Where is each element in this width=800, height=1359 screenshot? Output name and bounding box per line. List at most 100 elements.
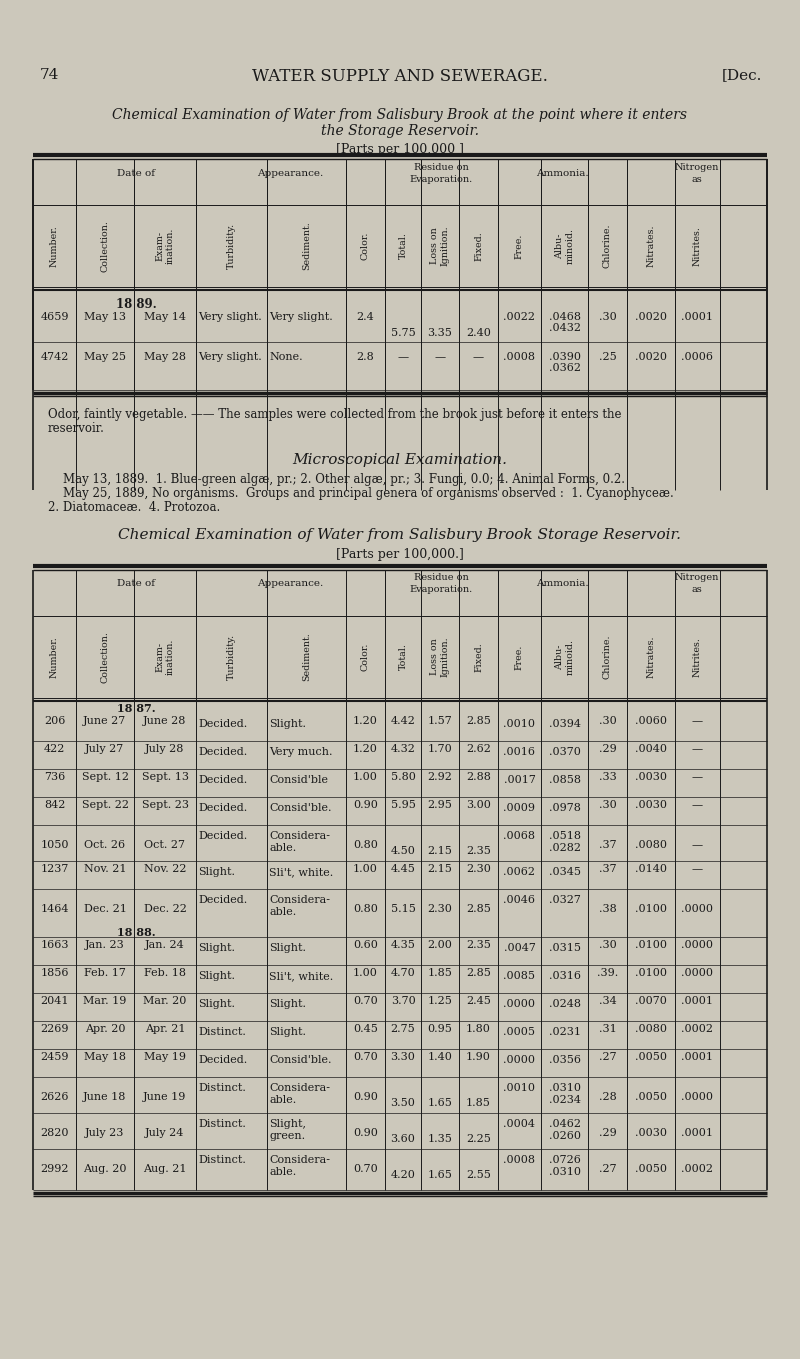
Text: .0004: .0004: [503, 1118, 535, 1129]
Text: Dec. 22: Dec. 22: [143, 904, 186, 915]
Text: as: as: [692, 174, 702, 183]
Text: Collection.: Collection.: [101, 631, 110, 684]
Text: Aug. 20: Aug. 20: [83, 1165, 126, 1174]
Text: Fixed.: Fixed.: [474, 641, 483, 671]
Text: 2.75: 2.75: [390, 1023, 415, 1034]
Text: .25: .25: [598, 352, 616, 361]
Text: 4742: 4742: [40, 352, 69, 361]
Text: Color.: Color.: [361, 232, 370, 260]
Text: .30: .30: [598, 313, 616, 322]
Text: .0345: .0345: [549, 867, 581, 877]
Text: 4.42: 4.42: [390, 716, 415, 726]
Text: .0315: .0315: [549, 943, 581, 953]
Text: .34: .34: [598, 996, 616, 1006]
Text: Decided.: Decided.: [198, 719, 247, 728]
Text: 4.20: 4.20: [390, 1170, 415, 1180]
Text: Aug. 21: Aug. 21: [143, 1165, 186, 1174]
Text: Color.: Color.: [361, 643, 370, 671]
Text: 2. Diatomaceæ.  4. Protozoa.: 2. Diatomaceæ. 4. Protozoa.: [48, 501, 220, 514]
Text: .0000: .0000: [503, 999, 535, 1008]
Text: June 27: June 27: [83, 716, 126, 726]
Text: Consid'ble.: Consid'ble.: [269, 803, 331, 813]
Text: .0001: .0001: [682, 1128, 714, 1137]
Text: .37: .37: [598, 864, 616, 874]
Text: 2.15: 2.15: [427, 847, 453, 856]
Text: Slight.: Slight.: [269, 1027, 306, 1037]
Text: .0000: .0000: [682, 1093, 714, 1102]
Text: .0030: .0030: [635, 800, 667, 810]
Text: Decided.: Decided.: [198, 747, 247, 757]
Text: .0282: .0282: [549, 843, 581, 853]
Text: .0010: .0010: [503, 719, 535, 728]
Text: .27: .27: [598, 1165, 616, 1174]
Text: Sept. 23: Sept. 23: [142, 800, 189, 810]
Text: .0978: .0978: [549, 803, 581, 813]
Text: —: —: [434, 352, 446, 361]
Text: Date of: Date of: [117, 579, 155, 588]
Text: Ammonia.: Ammonia.: [536, 169, 589, 178]
Text: 2626: 2626: [40, 1093, 69, 1102]
Text: Number.: Number.: [50, 226, 59, 266]
Text: .0002: .0002: [682, 1165, 714, 1174]
Text: Sli't, white.: Sli't, white.: [269, 867, 334, 877]
Text: Considera-
able.: Considera- able.: [269, 830, 330, 852]
Text: Decided.: Decided.: [198, 775, 247, 786]
Text: [Parts per 100,000.]: [Parts per 100,000.]: [336, 548, 464, 561]
Text: 0.90: 0.90: [353, 1128, 378, 1137]
Text: 2820: 2820: [40, 1128, 69, 1137]
Text: 1050: 1050: [40, 840, 69, 849]
Text: Residue on: Residue on: [414, 163, 469, 171]
Text: Very much.: Very much.: [269, 747, 333, 757]
Text: Considera-
able.: Considera- able.: [269, 1083, 330, 1105]
Text: Nov. 21: Nov. 21: [84, 864, 126, 874]
Text: Slight.: Slight.: [198, 867, 235, 877]
Text: Mar. 20: Mar. 20: [143, 996, 186, 1006]
Text: .0017: .0017: [503, 775, 535, 786]
Text: the Storage Reservoir.: the Storage Reservoir.: [321, 124, 479, 139]
Text: 0.70: 0.70: [353, 1052, 378, 1061]
Text: .0000: .0000: [682, 968, 714, 978]
Text: Albu-
minoid.: Albu- minoid.: [555, 639, 574, 675]
Text: 0.80: 0.80: [353, 840, 378, 849]
Text: .0030: .0030: [635, 772, 667, 781]
Text: May 25: May 25: [84, 352, 126, 361]
Text: Oct. 26: Oct. 26: [85, 840, 126, 849]
Text: Dec. 21: Dec. 21: [83, 904, 126, 915]
Text: .0000: .0000: [682, 904, 714, 915]
Text: Exam-
ination.: Exam- ination.: [155, 228, 174, 264]
Text: Date of: Date of: [117, 169, 155, 178]
Text: 1.80: 1.80: [466, 1023, 491, 1034]
Text: 2.85: 2.85: [466, 904, 491, 915]
Text: —: —: [473, 352, 484, 361]
Text: .0858: .0858: [549, 775, 581, 786]
Text: 2.25: 2.25: [466, 1133, 491, 1144]
Text: Sept. 12: Sept. 12: [82, 772, 129, 781]
Text: Total.: Total.: [398, 644, 407, 670]
Text: Nitrogen: Nitrogen: [675, 573, 719, 583]
Text: Nitrates.: Nitrates.: [646, 636, 655, 678]
Text: 5.15: 5.15: [390, 904, 415, 915]
Text: .0316: .0316: [549, 970, 581, 981]
Text: 0.90: 0.90: [353, 1093, 378, 1102]
Text: Decided.: Decided.: [198, 896, 247, 905]
Text: .0362: .0362: [549, 363, 581, 372]
Text: 1.00: 1.00: [353, 864, 378, 874]
Text: .0046: .0046: [503, 896, 535, 905]
Text: 2269: 2269: [40, 1023, 69, 1034]
Text: 3.35: 3.35: [427, 328, 453, 338]
Text: 3.50: 3.50: [390, 1098, 415, 1108]
Text: .0310: .0310: [549, 1083, 581, 1093]
Text: 2.92: 2.92: [427, 772, 453, 781]
Text: .0005: .0005: [503, 1027, 535, 1037]
Text: 18 87.: 18 87.: [117, 703, 155, 713]
Text: Total.: Total.: [398, 232, 407, 260]
Text: Slight.: Slight.: [198, 970, 235, 981]
Text: 736: 736: [44, 772, 65, 781]
Text: .0394: .0394: [549, 719, 581, 728]
Text: 2.62: 2.62: [466, 743, 491, 754]
Text: —: —: [692, 800, 703, 810]
Text: 1.65: 1.65: [427, 1098, 453, 1108]
Text: Free.: Free.: [515, 644, 524, 670]
Text: Loss on
Ignition.: Loss on Ignition.: [430, 226, 450, 266]
Text: Appearance.: Appearance.: [258, 169, 324, 178]
